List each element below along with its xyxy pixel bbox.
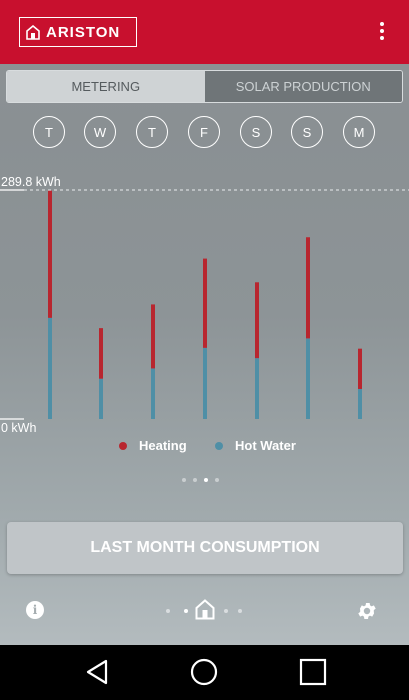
y-axis-min-label: 0 kWh [1, 421, 37, 435]
page-dot[interactable] [193, 478, 197, 482]
bar-hot-water-4[interactable] [255, 358, 259, 419]
y-axis-max-label: 289.8 kWh [1, 175, 61, 189]
page-dot-active[interactable] [204, 478, 208, 482]
day-button[interactable]: W [84, 116, 116, 148]
nav-dot[interactable] [224, 609, 228, 613]
nav-dot[interactable] [238, 609, 242, 613]
view-tabs: METERING SOLAR PRODUCTION [6, 70, 403, 103]
day-button[interactable]: T [136, 116, 168, 148]
info-icon[interactable]: i [26, 601, 44, 619]
legend-label: Hot Water [235, 438, 296, 453]
back-icon[interactable] [84, 658, 110, 686]
day-button[interactable]: T [33, 116, 65, 148]
recents-icon[interactable] [299, 658, 327, 686]
nav-dot[interactable] [166, 609, 170, 613]
legend-swatch-heating [119, 441, 127, 450]
bar-heating-1[interactable] [99, 328, 103, 379]
bar-heating-3[interactable] [203, 258, 207, 348]
bar-heating-6[interactable] [358, 348, 362, 389]
page-dot[interactable] [182, 478, 186, 482]
bar-heating-4[interactable] [255, 282, 259, 359]
app-header: ARISTON [0, 0, 409, 64]
system-navigation-bar [0, 645, 409, 700]
bar-heating-5[interactable] [306, 237, 310, 339]
screen-page-indicator [166, 609, 246, 619]
tab-solar-production[interactable]: SOLAR PRODUCTION [204, 71, 402, 102]
day-button[interactable]: F [188, 116, 220, 148]
last-month-consumption-button[interactable]: LAST MONTH CONSUMPTION [7, 522, 403, 574]
chart-legend: Heating Hot Water [0, 438, 409, 456]
bar-hot-water-2[interactable] [151, 368, 155, 419]
chart-page-indicator [182, 478, 226, 482]
legend-item-heating: Heating [119, 438, 187, 453]
bar-hot-water-1[interactable] [99, 378, 103, 419]
bar-hot-water-3[interactable] [203, 347, 207, 419]
chart-plot [0, 189, 409, 420]
day-button[interactable]: S [240, 116, 272, 148]
home-icon[interactable] [195, 599, 215, 620]
legend-swatch-hot-water [215, 441, 223, 450]
bar-hot-water-0[interactable] [48, 317, 52, 419]
bottom-toolbar: i [0, 590, 409, 632]
bar-heating-2[interactable] [151, 304, 155, 369]
legend-label: Heating [139, 438, 187, 453]
bar-heating-0[interactable] [48, 190, 52, 318]
home-button-icon[interactable] [190, 658, 218, 686]
legend-item-hot-water: Hot Water [215, 438, 296, 453]
bar-hot-water-6[interactable] [358, 388, 362, 419]
tab-metering[interactable]: METERING [7, 71, 205, 102]
overflow-menu-icon[interactable] [374, 22, 390, 44]
nav-dot[interactable] [184, 609, 188, 613]
ariston-logo: ARISTON [19, 17, 137, 47]
day-selector: T W T F S S M [0, 116, 409, 150]
page-dot[interactable] [215, 478, 219, 482]
house-logo-icon [26, 24, 40, 40]
day-button[interactable]: S [291, 116, 323, 148]
gear-icon[interactable] [356, 600, 378, 622]
day-button[interactable]: M [343, 116, 375, 148]
brand-name: ARISTON [46, 23, 121, 41]
consumption-chart: 289.8 kWh 0 kWh [0, 170, 409, 440]
bar-hot-water-5[interactable] [306, 338, 310, 419]
